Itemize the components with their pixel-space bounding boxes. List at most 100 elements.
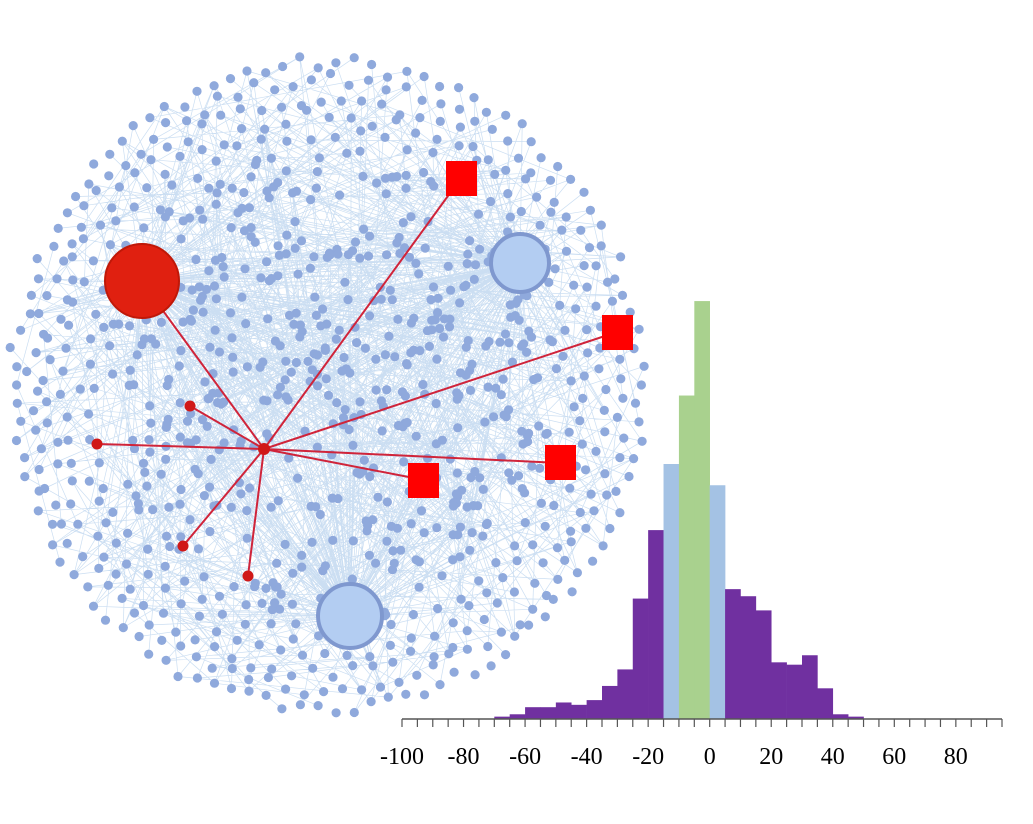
network-node: [125, 365, 135, 375]
network-node: [579, 261, 589, 271]
network-node: [140, 467, 150, 477]
network-node: [602, 490, 612, 500]
network-node: [483, 641, 493, 652]
network-node: [229, 582, 239, 592]
network-node: [561, 212, 571, 222]
network-node: [305, 263, 315, 273]
network-node: [207, 663, 217, 673]
network-node: [455, 522, 465, 532]
network-node: [491, 383, 501, 393]
network-node: [192, 86, 202, 96]
network-node: [448, 618, 458, 628]
network-node: [524, 620, 534, 630]
network-node: [550, 264, 560, 274]
x-tick-label: -20: [632, 744, 664, 770]
red-dot-1: [184, 400, 196, 412]
network-node: [516, 206, 526, 217]
network-node: [167, 180, 177, 190]
network-node: [280, 539, 290, 550]
network-node: [203, 394, 213, 404]
network-node: [66, 458, 76, 468]
network-node: [401, 183, 411, 193]
network-node: [355, 253, 365, 263]
network-node: [501, 650, 511, 660]
network-node: [176, 532, 186, 542]
network-node: [437, 435, 447, 445]
network-node: [419, 690, 430, 700]
network-node: [419, 528, 429, 538]
network-node: [34, 308, 44, 319]
network-node: [486, 196, 496, 207]
network-node: [103, 580, 113, 590]
network-node: [32, 254, 42, 264]
network-node: [551, 364, 562, 374]
network-node: [300, 426, 310, 436]
network-node: [56, 519, 66, 529]
network-node: [371, 354, 381, 364]
network-node: [111, 216, 121, 226]
network-node: [414, 269, 424, 279]
network-node: [190, 464, 200, 474]
network-node: [171, 627, 181, 637]
network-node: [414, 582, 424, 592]
network-node: [197, 119, 207, 129]
histogram-bar: [663, 464, 680, 719]
network-node: [546, 207, 556, 217]
network-node: [58, 366, 68, 376]
link-dot-4: [247, 448, 265, 577]
network-node: [491, 558, 501, 568]
histogram-bar: [848, 716, 864, 719]
network-node: [565, 483, 575, 493]
network-node: [138, 600, 149, 611]
network-node: [398, 218, 408, 228]
network-node: [227, 654, 237, 664]
network-node: [20, 472, 30, 482]
network-node: [275, 341, 285, 351]
network-node: [117, 593, 127, 604]
network-node: [469, 93, 479, 103]
network-node: [581, 465, 591, 475]
network-node: [312, 442, 322, 452]
network-node: [451, 489, 461, 499]
network-node: [542, 428, 552, 438]
network-node: [214, 347, 225, 357]
network-node: [219, 140, 229, 150]
network-node: [616, 374, 626, 384]
network-node: [416, 506, 427, 516]
network-node: [548, 594, 558, 605]
network-node: [637, 436, 647, 446]
network-node: [414, 557, 424, 567]
network-node: [217, 609, 227, 619]
network-node: [517, 426, 527, 436]
network-node: [277, 704, 287, 714]
network-node: [600, 427, 610, 437]
network-node: [512, 556, 522, 566]
network-node: [452, 468, 462, 478]
network-node: [270, 598, 280, 608]
network-node: [266, 619, 276, 629]
network-node: [381, 85, 391, 95]
network-node: [196, 295, 206, 305]
network-node: [456, 594, 466, 604]
network-node: [408, 609, 418, 620]
network-node: [420, 243, 430, 253]
link-dot-1: [189, 405, 265, 450]
network-node: [600, 469, 610, 479]
network-node: [45, 355, 55, 365]
network-node: [303, 356, 313, 366]
network-node: [232, 141, 242, 151]
hub-node-bottom: [316, 582, 384, 650]
network-node: [514, 471, 524, 481]
network-node: [532, 192, 542, 202]
network-node: [541, 590, 552, 601]
network-node: [209, 678, 220, 688]
network-node: [486, 661, 496, 671]
network-node: [363, 251, 374, 261]
network-node: [53, 437, 63, 447]
network-node: [372, 178, 382, 188]
network-node: [465, 385, 476, 395]
network-node: [142, 481, 152, 491]
network-node: [323, 390, 334, 400]
network-node: [325, 250, 335, 260]
histogram-bar: [740, 596, 757, 719]
